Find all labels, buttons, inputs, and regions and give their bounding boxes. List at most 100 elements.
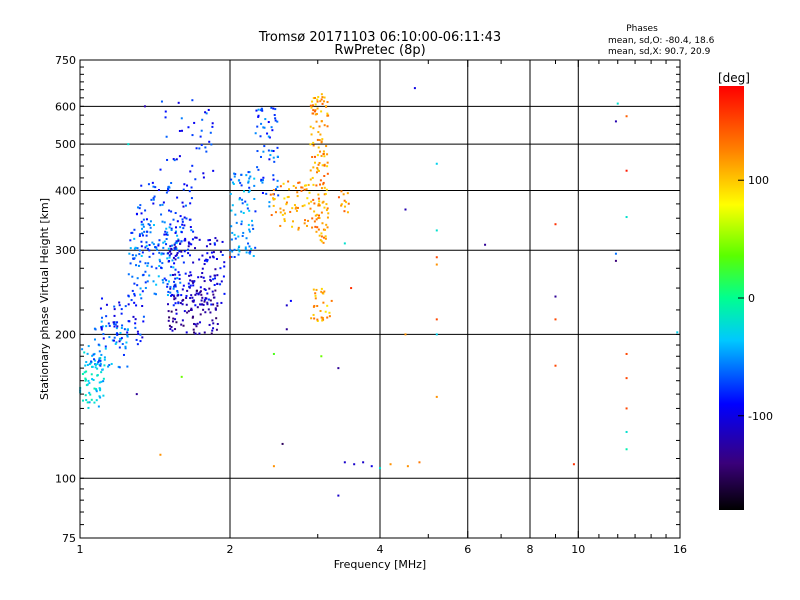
data-point [129, 239, 132, 242]
data-point [126, 328, 129, 331]
data-point [248, 230, 251, 233]
data-point [204, 311, 207, 314]
data-point [267, 149, 270, 152]
data-point [314, 109, 317, 112]
data-point [272, 107, 275, 110]
data-point [194, 304, 197, 307]
data-point [212, 169, 215, 172]
data-point [173, 284, 176, 287]
data-point [211, 290, 214, 293]
data-point [108, 336, 111, 339]
data-point [326, 101, 329, 104]
data-point [345, 201, 348, 204]
data-point [246, 203, 249, 206]
data-point [281, 442, 284, 445]
data-point [264, 118, 267, 121]
data-point [268, 205, 271, 208]
data-point [276, 155, 279, 158]
data-point [310, 106, 313, 109]
data-point [119, 338, 122, 341]
data-point [325, 209, 328, 212]
data-point [274, 119, 277, 122]
data-point [174, 241, 177, 244]
data-point [183, 310, 186, 313]
data-point [150, 198, 153, 201]
data-point [327, 212, 330, 215]
data-point [168, 209, 171, 212]
data-point [219, 250, 222, 253]
data-point [311, 155, 314, 158]
data-point [320, 120, 323, 123]
data-point [162, 201, 165, 204]
data-point [113, 325, 116, 328]
data-point [316, 226, 319, 229]
data-point [303, 184, 306, 187]
data-point [318, 200, 321, 203]
data-point [209, 243, 212, 246]
data-point [115, 327, 118, 330]
data-point [211, 319, 214, 322]
chart-subtitle: RwPretec (8p) [334, 43, 425, 58]
data-point [316, 98, 319, 101]
data-point [625, 430, 628, 433]
data-point [175, 248, 178, 251]
data-point [164, 230, 167, 233]
data-point [320, 98, 323, 101]
data-point [247, 180, 250, 183]
data-point [123, 328, 126, 331]
data-point [139, 287, 142, 290]
data-point [142, 225, 145, 228]
data-point [314, 297, 317, 300]
data-point [216, 304, 219, 307]
data-point [125, 341, 128, 344]
data-point [261, 191, 264, 194]
data-point [87, 345, 90, 348]
colorbar-tick-label: -100 [748, 410, 773, 423]
data-point [144, 246, 147, 249]
data-point [230, 238, 233, 241]
data-point [99, 359, 102, 362]
data-point [310, 200, 313, 203]
data-point [210, 303, 213, 306]
data-points [79, 87, 679, 497]
data-point [145, 234, 148, 237]
data-point [182, 261, 185, 264]
data-point [312, 97, 315, 100]
data-point [254, 210, 257, 213]
data-point [242, 190, 245, 193]
data-point [279, 211, 282, 214]
data-point [257, 114, 260, 117]
info-heading: Phases [626, 24, 658, 34]
data-point [191, 316, 194, 319]
data-point [193, 121, 196, 124]
data-point [101, 325, 104, 328]
data-point [614, 259, 617, 262]
data-point [254, 246, 257, 249]
data-point [316, 213, 319, 216]
data-point [303, 222, 306, 225]
data-point [118, 340, 121, 343]
data-point [88, 382, 91, 385]
data-point [319, 239, 322, 242]
data-point [170, 252, 173, 255]
data-point [174, 258, 177, 261]
data-point [320, 232, 323, 235]
data-point [139, 260, 142, 263]
data-point [204, 288, 207, 291]
data-point [140, 254, 143, 257]
data-point [326, 207, 329, 210]
data-point [340, 203, 343, 206]
data-point [245, 251, 248, 254]
data-point [268, 136, 271, 139]
data-point [81, 372, 84, 375]
data-point [168, 256, 171, 259]
data-point [230, 209, 233, 212]
data-point [91, 365, 94, 368]
colorbar-ticks: 100 0 -100 [738, 174, 773, 423]
data-point [134, 322, 137, 325]
data-point [95, 399, 98, 402]
data-point [100, 353, 103, 356]
data-point [120, 337, 123, 340]
data-point [88, 391, 91, 394]
data-point [100, 320, 103, 323]
